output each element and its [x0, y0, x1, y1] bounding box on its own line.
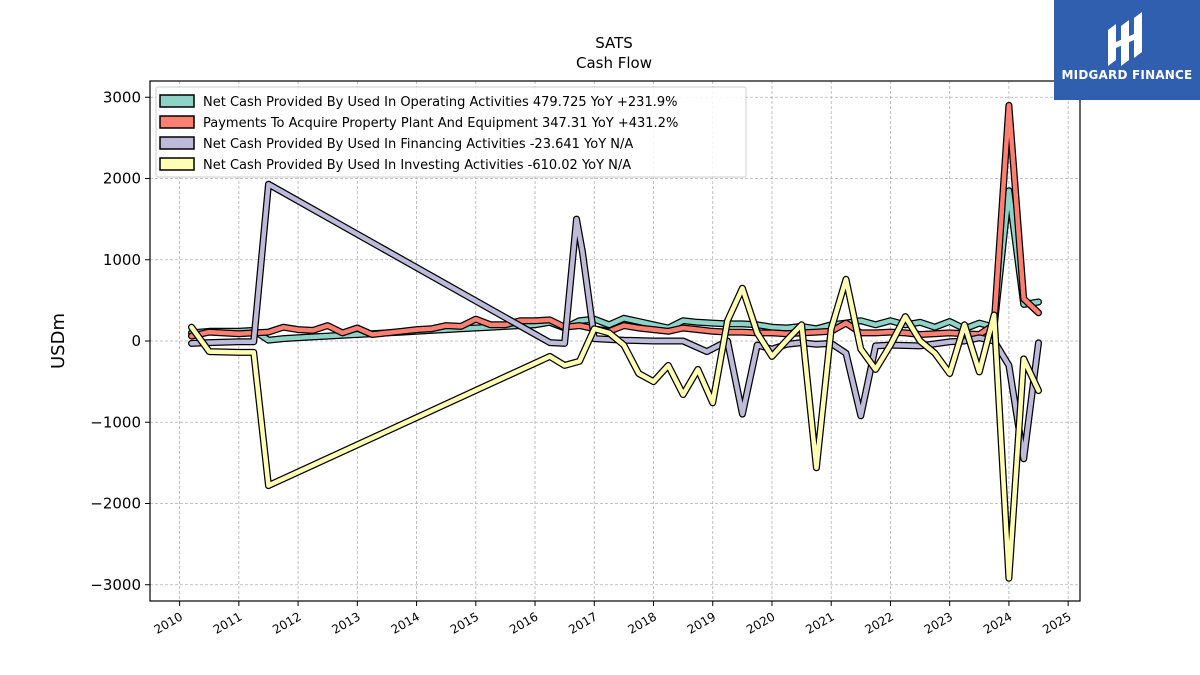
midgard-finance-logo: MIDGARD FINANCE: [1054, 0, 1200, 100]
x-tick-label: 2024: [981, 609, 1014, 636]
legend-label: Net Cash Provided By Used In Financing A…: [203, 137, 633, 152]
legend-label: Net Cash Provided By Used In Investing A…: [203, 158, 631, 173]
legend-swatch: [159, 157, 195, 171]
legend-swatch: [159, 136, 195, 150]
legend-swatch: [159, 94, 195, 108]
x-tick-label: 2015: [448, 609, 481, 636]
x-tick-label: 2020: [744, 609, 777, 636]
y-tick-label: −2000: [90, 495, 141, 513]
legend: Net Cash Provided By Used In Operating A…: [155, 86, 747, 178]
x-tick-label: 2019: [685, 609, 718, 636]
x-tick-label: 2021: [803, 609, 836, 636]
x-tick-label: 2010: [152, 609, 185, 636]
x-tick-label: 2023: [922, 609, 955, 636]
y-tick-label: −3000: [90, 576, 141, 594]
y-tick-label: −1000: [90, 413, 141, 431]
legend-label: Payments To Acquire Property Plant And E…: [203, 116, 678, 131]
x-axis-ticks: 2010 2011 2012 2013 2014 2015 2016 2017 2018 2019…: [152, 601, 1074, 637]
x-tick-label: 2016: [507, 609, 540, 636]
x-tick-label: 2025: [1040, 609, 1073, 636]
brand-name: MIDGARD FINANCE: [1061, 68, 1193, 82]
x-tick-label: 2017: [566, 609, 599, 636]
legend-box: [155, 86, 747, 178]
y-tick-label: 0: [131, 332, 141, 350]
chart-subtitle: Cash Flow: [576, 54, 652, 72]
x-tick-label: 2012: [270, 609, 303, 636]
x-tick-label: 2018: [626, 609, 659, 636]
series-lines: [188, 101, 1042, 582]
y-axis-label: USDm: [48, 313, 69, 369]
x-tick-label: 2022: [862, 609, 895, 636]
legend-label: Net Cash Provided By Used In Operating A…: [203, 95, 677, 110]
y-tick-label: 3000: [103, 88, 141, 106]
y-axis-ticks: −3000 −2000 −1000 0 1000 2000 3000: [90, 88, 150, 594]
legend-swatch: [159, 115, 195, 129]
chart-title: SATS: [595, 34, 633, 52]
brand-mark-icon: [1108, 12, 1142, 66]
x-tick-label: 2014: [389, 609, 422, 636]
y-tick-label: 1000: [103, 251, 141, 269]
x-tick-label: 2013: [329, 609, 362, 636]
x-tick-label: 2011: [211, 609, 244, 636]
series-line-3: [189, 277, 1041, 581]
y-tick-label: 2000: [103, 170, 141, 188]
